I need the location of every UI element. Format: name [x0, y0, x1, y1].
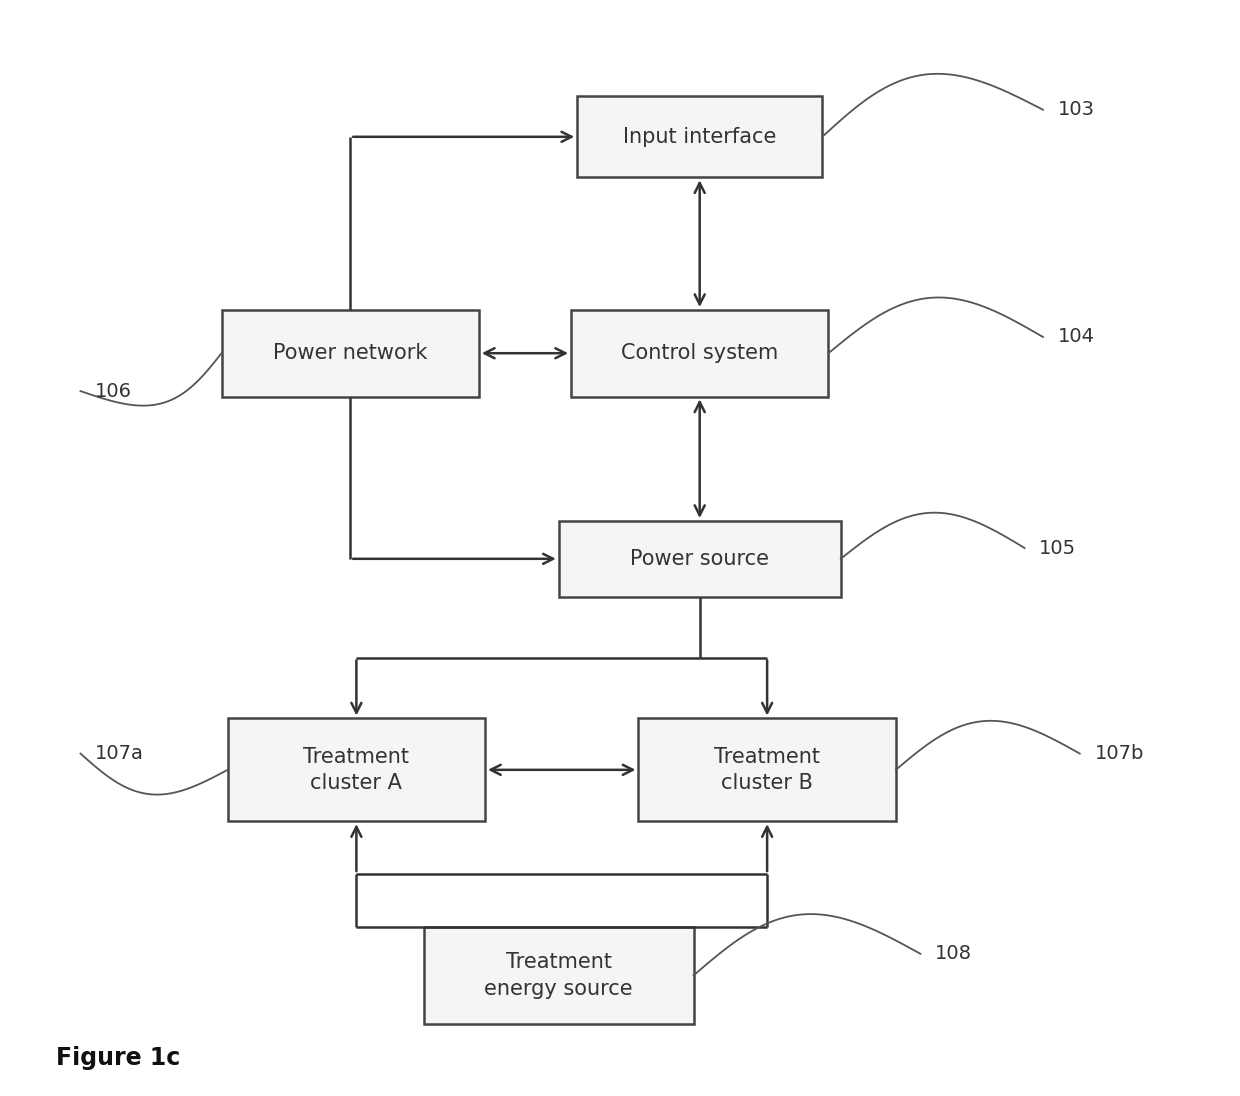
FancyBboxPatch shape [577, 96, 822, 178]
Text: Power source: Power source [630, 549, 769, 569]
Text: 104: 104 [1058, 328, 1095, 346]
Text: 107b: 107b [1095, 744, 1143, 763]
FancyBboxPatch shape [570, 310, 828, 397]
FancyBboxPatch shape [639, 719, 895, 821]
FancyBboxPatch shape [559, 521, 841, 596]
Text: 105: 105 [1039, 538, 1076, 558]
Text: Power network: Power network [273, 343, 428, 363]
Text: 103: 103 [1058, 100, 1095, 119]
Text: Input interface: Input interface [622, 127, 776, 147]
FancyBboxPatch shape [222, 310, 479, 397]
Text: 106: 106 [95, 381, 133, 401]
FancyBboxPatch shape [228, 719, 485, 821]
Text: Figure 1c: Figure 1c [56, 1046, 180, 1070]
Text: Treatment
cluster B: Treatment cluster B [714, 746, 820, 794]
Text: Treatment
energy source: Treatment energy source [485, 952, 632, 998]
Text: Treatment
cluster A: Treatment cluster A [304, 746, 409, 794]
Text: Control system: Control system [621, 343, 779, 363]
FancyBboxPatch shape [424, 927, 693, 1024]
Text: 108: 108 [935, 945, 972, 963]
Text: 107a: 107a [95, 744, 144, 763]
